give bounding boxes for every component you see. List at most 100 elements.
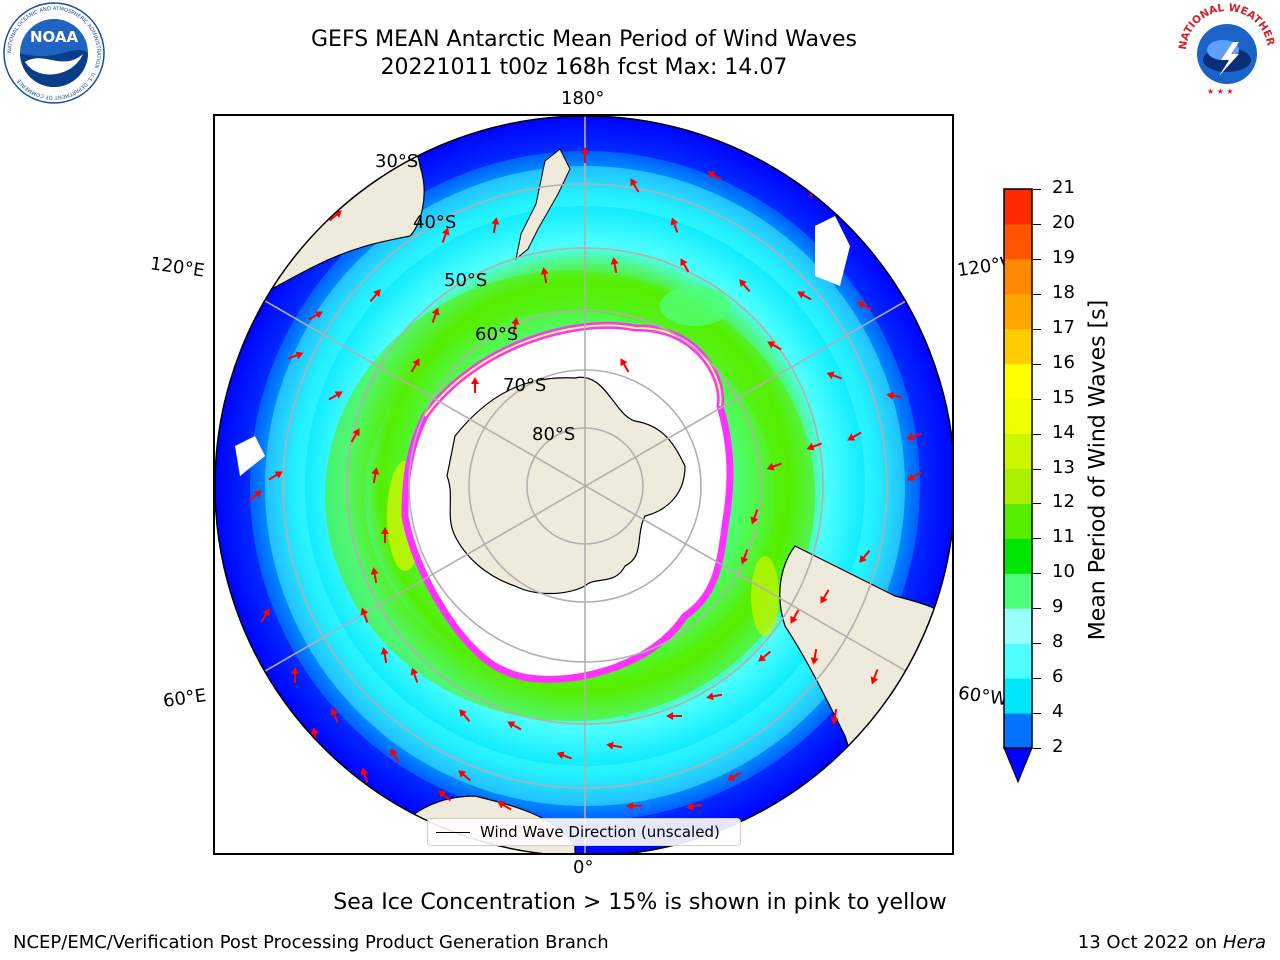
wind-arrow bbox=[727, 771, 742, 781]
colorbar-block bbox=[1004, 189, 1032, 225]
chart-subtitle: 20221011 t00z 168h fcst Max: 14.07 bbox=[380, 55, 788, 80]
antarctica-land bbox=[446, 376, 686, 595]
noaa-logo-text: NOAA bbox=[30, 28, 79, 46]
colorbar-block bbox=[1004, 223, 1032, 260]
colorbar-tick-mark bbox=[1033, 189, 1041, 190]
wind-arrow bbox=[381, 527, 389, 543]
wind-arrow bbox=[797, 291, 812, 301]
colorbar-block bbox=[1004, 713, 1032, 749]
wind-arrow bbox=[670, 217, 679, 233]
map-legend: Wind Wave Direction (unscaled) bbox=[427, 818, 741, 846]
lat-label-30s: 30°S bbox=[375, 151, 419, 172]
wind-arrow bbox=[330, 707, 339, 723]
wind-arrow bbox=[870, 669, 879, 685]
wind-arrows bbox=[248, 138, 922, 840]
colorbar-block bbox=[1004, 503, 1032, 539]
lat-label-40s: 40°S bbox=[413, 212, 457, 233]
wind-arrow bbox=[767, 341, 782, 351]
lat-label-50s: 50°S bbox=[444, 270, 488, 291]
colorbar-tick-label: 19 bbox=[1052, 246, 1075, 268]
wind-arrow bbox=[758, 650, 772, 662]
legend-line-marker bbox=[436, 831, 470, 833]
colorbar-tick-label: 6 bbox=[1052, 666, 1064, 688]
colorbar-tick-mark bbox=[1033, 713, 1041, 715]
colorbar-tick-label: 12 bbox=[1052, 491, 1075, 513]
wind-arrow bbox=[820, 589, 830, 604]
colorbar-block bbox=[1004, 363, 1032, 400]
map-panel bbox=[213, 114, 954, 855]
colorbar-tick-label: 17 bbox=[1052, 316, 1075, 338]
colorbar-block bbox=[1004, 608, 1032, 644]
lon-label-60w: 60°W bbox=[956, 682, 1009, 711]
wind-arrow bbox=[707, 171, 722, 181]
wind-arrow bbox=[291, 667, 299, 683]
colorbar-label: Mean Period of Wind Waves [s] bbox=[1085, 299, 1111, 641]
lon-label-0: 0° bbox=[573, 857, 594, 878]
colorbar-block bbox=[1004, 328, 1032, 365]
colorbar-block bbox=[1004, 433, 1032, 469]
wind-arrow bbox=[360, 767, 369, 783]
wind-arrow bbox=[410, 667, 419, 683]
wind-arrow bbox=[739, 279, 751, 293]
wind-arrow bbox=[686, 802, 703, 811]
wind-arrow bbox=[810, 648, 819, 665]
wind-arrow bbox=[857, 301, 872, 311]
graticule bbox=[215, 116, 952, 853]
svg-text:★ ★ ★: ★ ★ ★ bbox=[1207, 87, 1234, 96]
wind-arrow bbox=[441, 227, 450, 243]
wind-arrow bbox=[431, 307, 440, 323]
colorbar-tick-mark bbox=[1033, 398, 1041, 400]
colorbar-tick-mark bbox=[1033, 538, 1041, 540]
wind-arrow bbox=[540, 267, 549, 284]
wind-arrow bbox=[847, 431, 862, 441]
colorbar-tick-mark bbox=[1033, 678, 1041, 680]
colorbar-block bbox=[1004, 538, 1032, 574]
wind-arrow bbox=[511, 317, 520, 334]
wind-arrow bbox=[371, 467, 380, 484]
colorbar-tick-label: 4 bbox=[1052, 701, 1064, 723]
colorbar-tick-mark bbox=[1033, 258, 1041, 260]
caption: Sea Ice Concentration > 15% is shown in … bbox=[333, 890, 947, 915]
colorbar-tick-mark bbox=[1033, 468, 1041, 470]
wind-arrow bbox=[308, 311, 323, 321]
colorbar-tick-label: 18 bbox=[1052, 281, 1075, 303]
wind-arrow bbox=[459, 709, 471, 723]
wind-arrow bbox=[350, 428, 360, 443]
wind-arrow bbox=[886, 391, 903, 400]
wind-arrow bbox=[859, 549, 871, 563]
wind-arrow bbox=[826, 371, 842, 380]
colorbar-tick-label: 13 bbox=[1052, 456, 1075, 478]
wind-arrow bbox=[680, 258, 690, 273]
wind-arrow bbox=[369, 289, 381, 303]
colorbar-block bbox=[1004, 293, 1032, 330]
colorbar-block bbox=[1004, 468, 1032, 504]
colorbar-tick-label: 10 bbox=[1052, 561, 1075, 583]
wind-arrow bbox=[906, 432, 922, 441]
lat-label-60s: 60°S bbox=[475, 324, 519, 345]
wind-arrow bbox=[380, 647, 389, 664]
wind-arrow bbox=[790, 609, 800, 624]
colorbar-tick-label: 9 bbox=[1052, 596, 1064, 618]
colorbar-tick-mark bbox=[1033, 608, 1041, 610]
lon-label-60e: 60°E bbox=[161, 685, 208, 712]
colorbar-tick-mark bbox=[1033, 293, 1041, 295]
wind-arrow bbox=[626, 802, 642, 810]
wind-arrow bbox=[606, 741, 623, 750]
wind-arrow bbox=[248, 490, 262, 502]
wind-arrow bbox=[556, 751, 572, 760]
wind-arrow bbox=[581, 147, 589, 163]
colorbar-tick-mark bbox=[1033, 643, 1041, 645]
noaa-logo: NATIONAL OCEANIC AND ATMOSPHERIC ADMINIS… bbox=[3, 2, 105, 104]
nws-logo: NATIONAL WEATHER SERVICE ★ ★ ★ bbox=[1177, 2, 1277, 100]
colorbar-tick-label: 20 bbox=[1052, 211, 1075, 233]
colorbar-tick-label: 14 bbox=[1052, 421, 1075, 443]
wind-arrow bbox=[830, 708, 839, 725]
colorbar-tick-mark bbox=[1033, 223, 1041, 225]
colorbar-tick-mark bbox=[1033, 433, 1041, 435]
chart-title: GEFS MEAN Antarctic Mean Period of Wind … bbox=[311, 27, 857, 52]
legend-label: Wind Wave Direction (unscaled) bbox=[480, 823, 720, 841]
footer-left: NCEP/EMC/Verification Post Processing Pr… bbox=[13, 932, 609, 953]
colorbar-tick-mark bbox=[1033, 328, 1041, 330]
footer-right: 13 Oct 2022 on Hera bbox=[1077, 932, 1266, 953]
wind-arrow bbox=[610, 257, 619, 274]
